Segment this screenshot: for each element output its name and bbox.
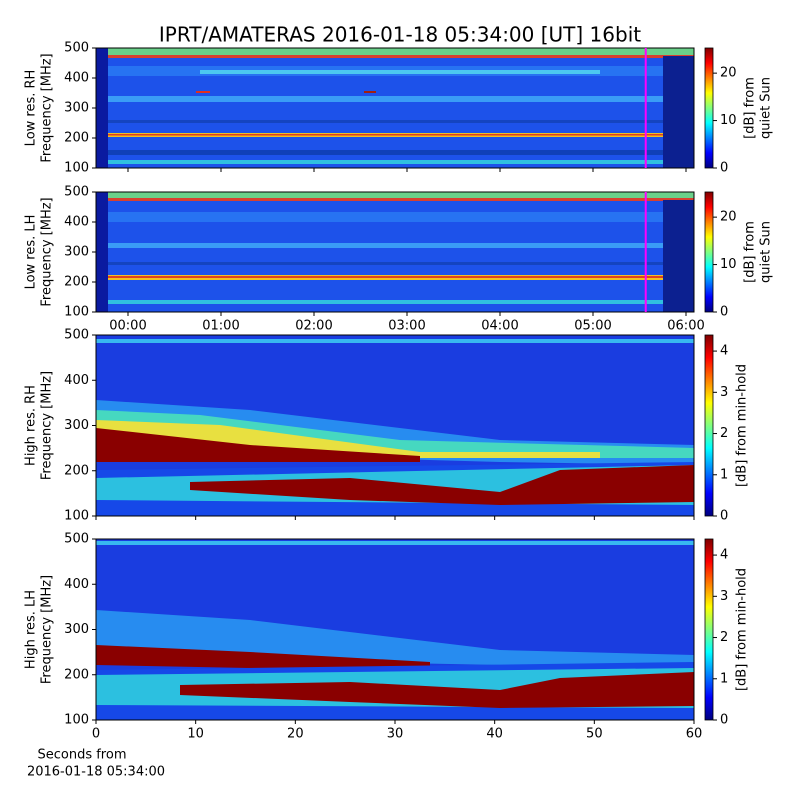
- y-tick-label: 400: [64, 215, 89, 230]
- colorbar-label: [dB] from: [743, 221, 758, 283]
- spectrogram-image: [96, 335, 694, 516]
- x-tick-label: 03:00: [388, 319, 425, 334]
- colorbar-label: [dB] from: [743, 77, 758, 139]
- y-axis-label: Frequency [MHz]: [40, 575, 55, 684]
- colorbar-label: quiet Sun: [759, 77, 774, 139]
- colorbar-tick-label: 1: [720, 467, 728, 482]
- colorbar-tick-label: 4: [720, 548, 728, 563]
- figure-title: IPRT/AMATERAS 2016-01-18 05:34:00 [UT] 1…: [159, 23, 641, 47]
- x-tick-label: 00:00: [109, 319, 146, 334]
- y-tick-label: 300: [64, 101, 89, 116]
- x-tick-label: 10: [187, 727, 204, 742]
- colorbar-tick-label: 20: [720, 210, 737, 225]
- spectrogram-image: [96, 48, 694, 168]
- colorbar-tick-label: 4: [720, 344, 728, 359]
- y-tick-label: 100: [64, 305, 89, 320]
- y-axis-label: Frequency [MHz]: [40, 197, 55, 306]
- spectrogram-image: [96, 539, 694, 720]
- y-axis-label: Low res. RH: [24, 70, 39, 147]
- colorbar: [704, 191, 714, 313]
- colorbar-tick-label: 20: [720, 66, 737, 81]
- x-tick-label: 20: [287, 727, 304, 742]
- y-tick-label: 200: [64, 667, 89, 682]
- x-tick-label: 40: [486, 727, 503, 742]
- x-tick-label: 0: [92, 727, 100, 742]
- x-axis-label: Seconds from: [37, 748, 126, 763]
- colorbar: [704, 334, 714, 517]
- y-axis-label: Frequency [MHz]: [40, 53, 55, 162]
- y-tick-label: 200: [64, 463, 89, 478]
- y-tick-label: 200: [64, 275, 89, 290]
- y-tick-label: 500: [64, 41, 89, 56]
- colorbar: [704, 538, 714, 721]
- y-tick-label: 100: [64, 509, 89, 524]
- x-tick-label: 05:00: [574, 319, 611, 334]
- x-axis-label: 2016-01-18 05:34:00: [27, 765, 165, 780]
- y-axis-label: Low res. LH: [24, 215, 39, 290]
- y-tick-label: 100: [64, 713, 89, 728]
- colorbar-tick-label: 1: [720, 671, 728, 686]
- spectrogram-image: [96, 192, 694, 312]
- x-tick-label: 01:00: [202, 319, 239, 334]
- y-tick-label: 400: [64, 373, 89, 388]
- y-tick-label: 500: [64, 328, 89, 343]
- colorbar-tick-label: 0: [720, 161, 728, 176]
- colorbar-tick-label: 10: [720, 257, 737, 272]
- colorbar-tick-label: 0: [720, 305, 728, 320]
- y-axis-label: Frequency [MHz]: [40, 371, 55, 480]
- x-tick-label: 50: [586, 727, 603, 742]
- x-tick-label: 60: [686, 727, 703, 742]
- colorbar-tick-label: 10: [720, 113, 737, 128]
- y-axis-label: High res. RH: [24, 385, 39, 466]
- colorbar-tick-label: 3: [720, 385, 728, 400]
- y-tick-label: 200: [64, 131, 89, 146]
- x-tick-label: 02:00: [295, 319, 332, 334]
- y-axis-label: High res. LH: [24, 590, 39, 669]
- x-tick-label: 30: [387, 727, 404, 742]
- y-tick-label: 300: [64, 622, 89, 637]
- y-tick-label: 300: [64, 245, 89, 260]
- colorbar-tick-label: 0: [720, 713, 728, 728]
- y-tick-label: 500: [64, 185, 89, 200]
- colorbar-tick-label: 2: [720, 426, 728, 441]
- colorbar-tick-label: 3: [720, 589, 728, 604]
- colorbar-label: quiet Sun: [759, 221, 774, 283]
- colorbar: [704, 47, 714, 169]
- y-tick-label: 100: [64, 161, 89, 176]
- colorbar-tick-label: 2: [720, 630, 728, 645]
- x-tick-label: 06:00: [667, 319, 704, 334]
- y-tick-label: 500: [64, 532, 89, 547]
- colorbar-tick-label: 0: [720, 509, 728, 524]
- colorbar-label: [dB] from min-hold: [735, 364, 750, 487]
- y-tick-label: 400: [64, 577, 89, 592]
- x-tick-label: 04:00: [481, 319, 518, 334]
- y-tick-label: 400: [64, 71, 89, 86]
- colorbar-label: [dB] from min-hold: [735, 568, 750, 691]
- y-tick-label: 300: [64, 418, 89, 433]
